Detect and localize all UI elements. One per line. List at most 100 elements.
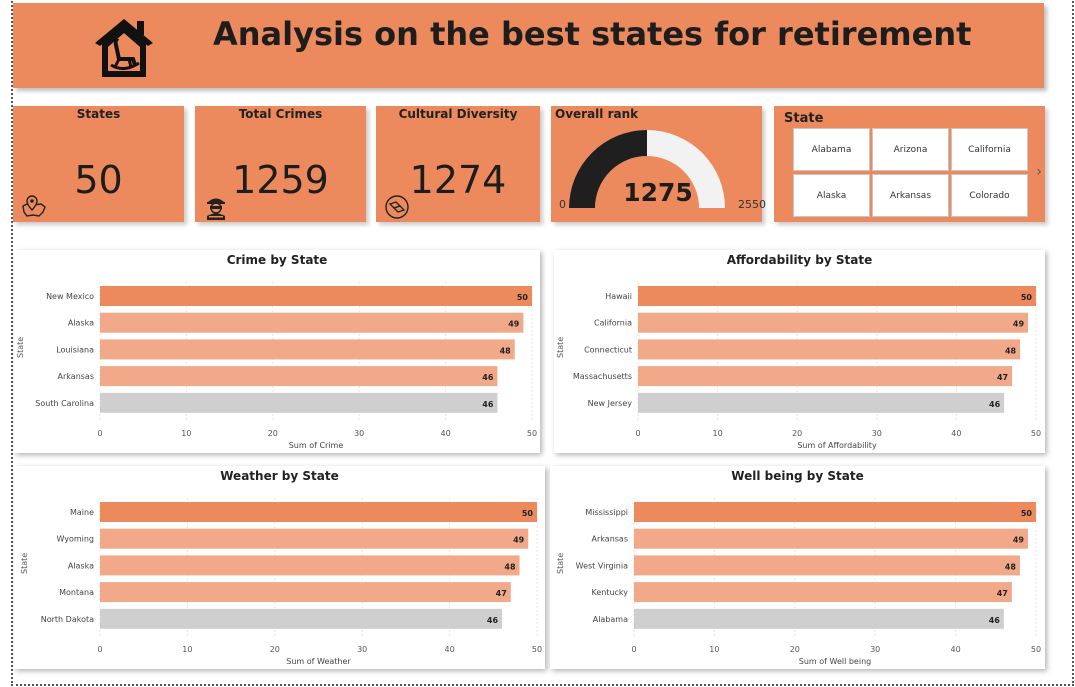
slicer-tile-alabama[interactable]: Alabama [793,128,870,171]
bar [634,502,1036,522]
slicer-tile-arizona[interactable]: Arizona [872,128,949,171]
slicer-tile-alaska[interactable]: Alaska [793,174,870,217]
bar [100,339,515,360]
y-category-label: New Jersey [588,399,633,408]
x-tick-label: 40 [445,645,455,654]
card-value: 1259 [232,158,329,202]
chart-title: Crime by State [226,253,328,267]
chart-plot: 0 10 20 30 40 50 New Mexico 50 Alaska 49 Louisiana… [35,282,537,438]
chart-title: Affordability by State [726,253,873,267]
bar [634,555,1020,576]
bar [634,608,1004,629]
y-category-label: Alaska [68,561,94,570]
data-label: 49 [513,536,525,545]
x-tick-label: 0 [97,429,102,438]
data-label: 49 [508,320,520,329]
x-tick-label: 30 [870,645,880,654]
data-label: 46 [482,373,494,382]
data-label: 50 [1021,293,1033,302]
x-tick-label: 0 [635,429,640,438]
x-tick-label: 10 [709,645,719,654]
x-tick-label: 20 [268,429,278,438]
bar [638,312,1029,333]
card-title: Cultural Diversity [398,107,518,121]
us-map-pin-icon [22,195,46,217]
y-category-label: Arkansas [58,372,94,381]
chart-title: Weather by State [220,469,339,483]
x-tick-label: 50 [532,645,542,654]
card-title: Total Crimes [238,107,323,121]
y-category-label: South Carolina [35,399,94,408]
data-label: 49 [1013,536,1025,545]
x-axis-title: Sum of Weather [286,657,351,666]
weather-by-state-chart: Weather by State 0 10 20 30 40 50 Maine 50 Wyomi… [14,466,545,669]
card-value: 50 [74,158,123,202]
x-tick-label: 50 [527,429,537,438]
chart-plot: 0 10 20 30 40 50 Hawaii 50 California 49 Connectic… [573,282,1041,438]
x-tick-label: 10 [182,645,192,654]
slicer-tile-california[interactable]: California [951,128,1028,171]
data-label: 47 [997,373,1008,382]
well-being-by-state-chart: Well being by State 0 10 20 30 40 50 Mississip… [550,466,1045,669]
x-axis-title: Sum of Affordability [797,441,877,450]
x-tick-label: 20 [790,645,800,654]
diversity-hands-icon [385,195,409,219]
bar [634,582,1012,603]
chart-plot: 0 10 20 30 40 50 Maine 50 Wyoming 49 Alaska 48 Monta… [41,498,542,654]
bar [100,555,520,576]
y-category-label: Alabama [593,615,628,624]
gauge-fill [569,130,647,208]
y-category-label: Mississippi [585,508,628,517]
state-slicer: State Alabama Arizona California Alaska … [774,106,1045,222]
bar [634,528,1028,549]
data-label: 48 [500,346,512,355]
y-category-label: California [594,319,632,328]
states-card[interactable]: States 50 [13,106,184,222]
bar [638,366,1013,387]
slicer-tile-colorado[interactable]: Colorado [951,174,1028,217]
y-axis-title: State [20,552,29,574]
cultural-diversity-card[interactable]: Cultural Diversity 1274 [376,106,540,222]
page-border [11,0,1074,686]
overall-rank-gauge[interactable]: Overall rank 1275 0 2550 [551,106,766,222]
y-axis-title: State [556,552,565,574]
y-category-label: New Mexico [46,292,94,301]
y-category-label: Hawaii [605,292,632,301]
bar [100,502,537,522]
y-category-label: Arkansas [592,535,628,544]
chevron-right-icon[interactable]: › [1036,164,1042,180]
chart-plot: 0 10 20 30 40 50 Mississippi 50 Arkansas 49 West V… [576,498,1041,654]
x-tick-label: 30 [357,645,367,654]
y-category-label: Alaska [68,319,94,328]
slicer-tile-arkansas[interactable]: Arkansas [872,174,949,217]
slicer-title: State [784,111,824,126]
x-tick-label: 0 [97,645,102,654]
bar [100,608,503,629]
data-label: 47 [496,589,507,598]
bar [100,582,511,603]
bar [100,286,532,306]
x-tick-label: 50 [1031,429,1041,438]
x-tick-label: 0 [631,645,636,654]
data-label: 47 [997,589,1008,598]
bar [100,528,529,549]
x-tick-label: 40 [951,429,961,438]
x-tick-label: 20 [270,645,280,654]
gauge-min-label: 0 [559,198,566,211]
header-banner: Analysis on the best states for retireme… [13,3,1044,88]
crime-by-state-chart: Crime by State 0 10 20 30 40 50 New Mexico 50 Al… [14,250,540,453]
y-category-label: Maine [70,508,94,517]
bar [638,286,1036,306]
card-title: States [76,107,121,121]
x-tick-label: 40 [441,429,451,438]
gauge-graphic [569,130,725,208]
gauge-value: 1275 [623,178,693,207]
y-category-label: Kentucky [591,588,628,597]
affordability-by-state-chart: Affordability by State 0 10 20 30 40 50 Hawaii… [554,250,1045,453]
bar [638,392,1005,413]
x-tick-label: 20 [792,429,802,438]
data-label: 49 [1013,320,1025,329]
x-tick-label: 10 [713,429,723,438]
data-label: 48 [504,562,516,571]
total-crimes-card[interactable]: Total Crimes 1259 [195,106,366,222]
